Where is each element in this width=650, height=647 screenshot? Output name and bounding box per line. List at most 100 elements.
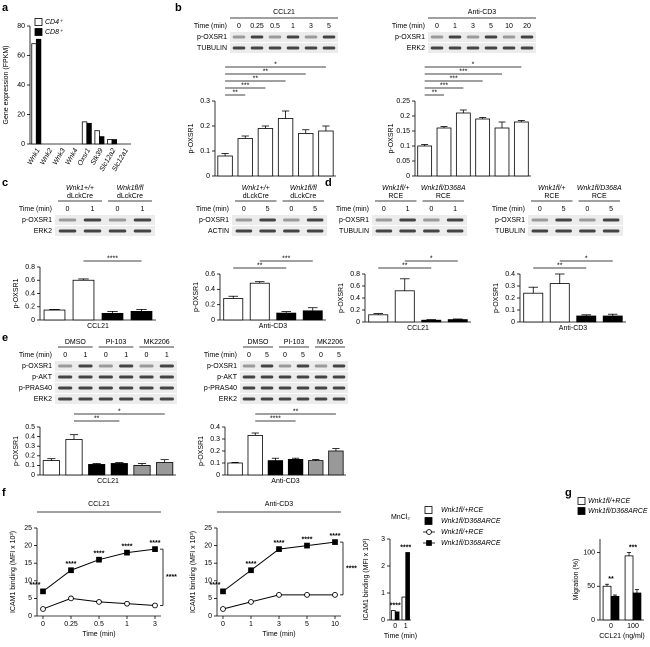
- legend-label: Wnk1fl/+RCE: [441, 507, 484, 514]
- x-axis-label: CCL21: [97, 478, 119, 485]
- blot-group-label: DMSO: [65, 339, 87, 346]
- blot-time: 20: [523, 23, 531, 30]
- blot-band: [423, 229, 440, 233]
- blot-time: 1: [84, 352, 88, 359]
- blot-band: [466, 35, 480, 39]
- bar: [494, 127, 510, 177]
- blot-band: [520, 46, 534, 50]
- blot-band: [296, 364, 310, 368]
- y-tick-label: 0.1: [25, 462, 35, 469]
- blot-time: 5: [327, 23, 331, 30]
- bar: [394, 290, 415, 323]
- bar: [88, 464, 106, 476]
- blot-band: [306, 218, 324, 222]
- blot-band: [119, 386, 134, 390]
- blot-band: [322, 46, 336, 50]
- blot-time-label: Time (min): [204, 352, 237, 359]
- bar: [65, 439, 83, 476]
- blot-band: [98, 364, 113, 368]
- bar: [624, 555, 634, 621]
- blot-label: p-OXSR1: [199, 217, 229, 224]
- blot-time: 1: [124, 352, 128, 359]
- legend-swatch: [34, 28, 43, 36]
- y-tick-label: 0: [28, 613, 32, 620]
- blot-time-label: Time (min): [194, 23, 227, 30]
- y-tick-label: 0: [381, 617, 385, 624]
- blot-band: [119, 375, 134, 379]
- blot-time: 1: [165, 352, 169, 359]
- blot-band: [332, 386, 346, 390]
- blot-band: [555, 229, 572, 233]
- bar: [417, 145, 433, 177]
- blot-band: [602, 229, 620, 233]
- legend-label: Wnk1fl/+RCE: [588, 498, 631, 505]
- y-tick-label: 0: [31, 472, 35, 479]
- significance-label: **: [293, 408, 299, 415]
- y-tick-label: 2: [381, 563, 385, 570]
- significance-label: **: [557, 262, 563, 269]
- y-tick-label: 0.2: [505, 295, 515, 302]
- blot-time: 0: [145, 352, 149, 359]
- point: [332, 539, 338, 545]
- y-tick-label: 0.2: [200, 123, 210, 130]
- blot-label: p-OXSR1: [22, 363, 52, 370]
- blot-group-label: MK2206: [317, 339, 343, 346]
- blot-title: CCL21: [273, 9, 295, 16]
- blot-time: 1: [91, 206, 95, 213]
- blot-time: 0: [104, 352, 108, 359]
- blot-strip: [55, 215, 155, 225]
- y-tick-label: 0.1: [505, 307, 515, 314]
- significance-label: ***: [629, 544, 637, 551]
- blot-band: [332, 397, 346, 401]
- chart-title: Anti-CD3: [265, 501, 294, 508]
- blot-time: 1: [141, 206, 145, 213]
- panel-letter: b: [175, 2, 182, 14]
- y-tick-label: 0.6: [205, 271, 215, 278]
- legend-swatch: [424, 506, 433, 514]
- blot-band: [83, 218, 102, 222]
- y-tick-label: 20: [204, 542, 212, 549]
- blot-band: [375, 218, 393, 222]
- blot-band: [159, 397, 174, 401]
- blot-group-label: dLckCre: [117, 193, 143, 200]
- significance-label: ****: [30, 582, 41, 589]
- blot-group-label: Wnk1fl/D368A: [421, 185, 466, 192]
- significance-label: *: [118, 408, 121, 415]
- blot-band: [119, 397, 134, 401]
- blot-group-label: MK2206: [144, 339, 170, 346]
- blot-band: [260, 397, 274, 401]
- blot-band: [133, 218, 152, 222]
- blot-band: [520, 35, 534, 39]
- blot-time: 5: [265, 352, 269, 359]
- significance-label: **: [232, 89, 238, 96]
- bar: [287, 458, 304, 476]
- blot-strip: [240, 394, 348, 404]
- y-tick-label: 5: [28, 595, 32, 602]
- blot-label: ERK2: [34, 396, 52, 403]
- y-tick-label: 0: [31, 317, 35, 324]
- blot-label: p-OXSR1: [395, 34, 425, 41]
- x-axis-label: Time (min): [262, 631, 295, 638]
- blot-group-label: RCE: [388, 193, 403, 200]
- blot-band: [108, 218, 127, 222]
- blot-band: [502, 46, 516, 50]
- blot-group-label: Wnk1fl/fl: [117, 185, 144, 192]
- y-tick-label: 25: [24, 525, 32, 532]
- y-tick-label: 40: [17, 82, 25, 89]
- blot-band: [278, 386, 292, 390]
- significance-label: ****: [302, 536, 313, 543]
- bar: [43, 309, 66, 321]
- legend-swatch: [577, 507, 586, 515]
- blot-group-label: PI-103: [106, 339, 127, 346]
- y-tick-label: 0.5: [25, 424, 35, 431]
- blot-band: [78, 364, 93, 368]
- y-axis-label: Gene expression (FPKM): [3, 46, 10, 125]
- y-tick-label: 20: [24, 542, 32, 549]
- y-tick-label: 0: [208, 613, 212, 620]
- blot-time-label: Time (min): [19, 352, 52, 359]
- y-tick-label: 15: [24, 560, 32, 567]
- significance-label: *: [274, 61, 277, 68]
- blot-band: [448, 46, 462, 50]
- blot-time: 0: [538, 206, 542, 213]
